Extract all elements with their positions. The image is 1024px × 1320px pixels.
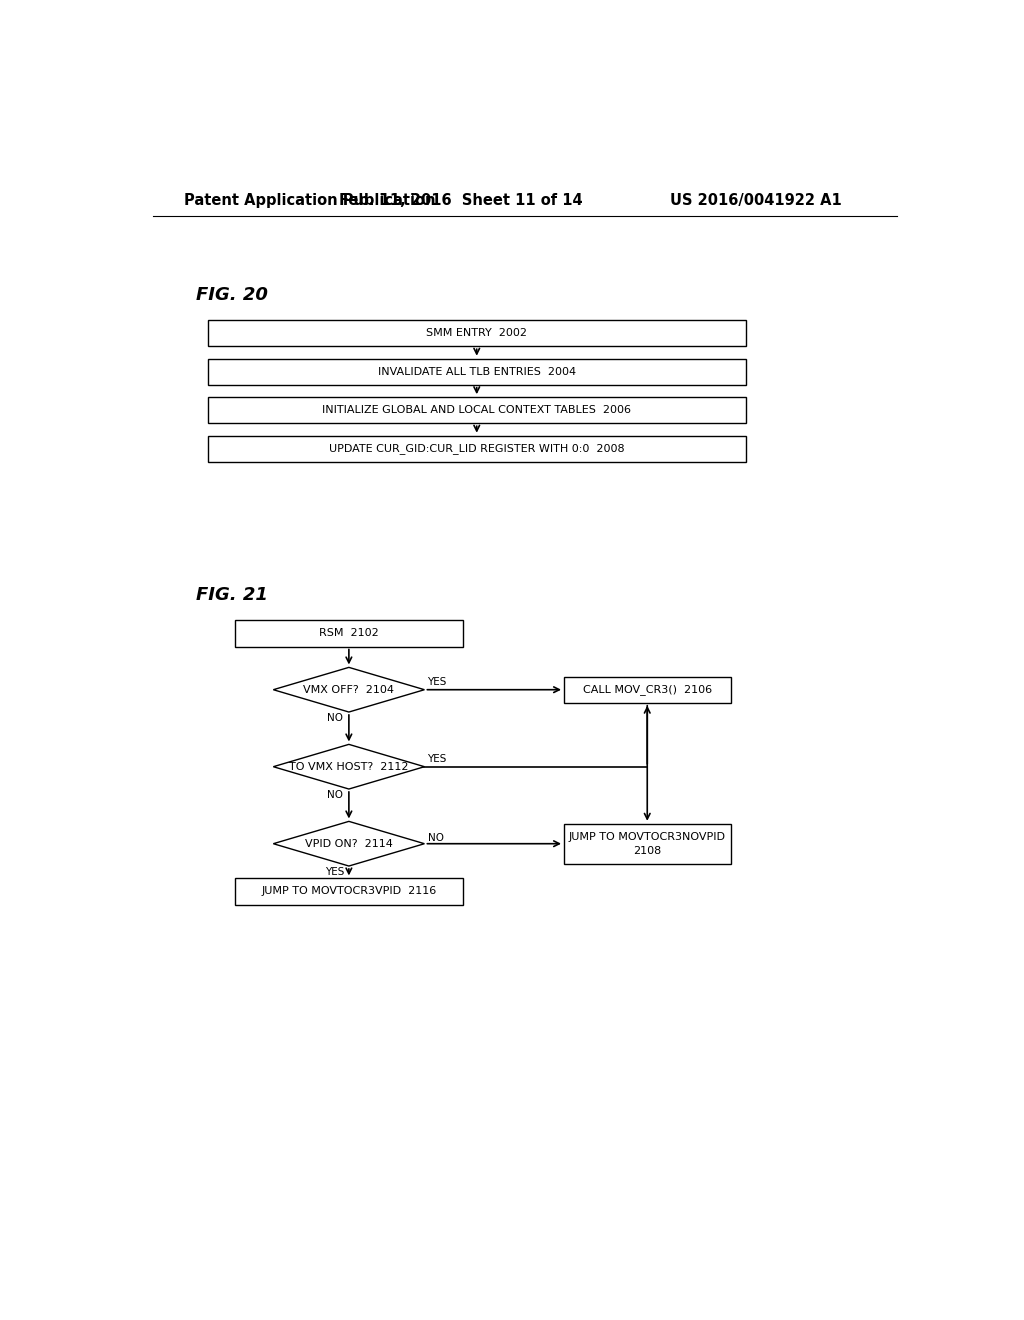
Polygon shape — [273, 668, 424, 711]
Text: NO: NO — [327, 791, 343, 800]
Text: INITIALIZE GLOBAL AND LOCAL CONTEXT TABLES  2006: INITIALIZE GLOBAL AND LOCAL CONTEXT TABL… — [323, 405, 631, 416]
Text: VMX OFF?  2104: VMX OFF? 2104 — [303, 685, 394, 694]
Text: FIG. 20: FIG. 20 — [197, 286, 268, 305]
Text: VPID ON?  2114: VPID ON? 2114 — [305, 838, 393, 849]
Text: NO: NO — [428, 833, 443, 842]
Text: Patent Application Publication: Patent Application Publication — [183, 193, 435, 209]
Text: YES: YES — [326, 867, 345, 878]
Text: US 2016/0041922 A1: US 2016/0041922 A1 — [671, 193, 843, 209]
Polygon shape — [273, 821, 424, 866]
Bar — [234, 878, 463, 904]
Text: UPDATE CUR_GID:CUR_LID REGISTER WITH 0:0  2008: UPDATE CUR_GID:CUR_LID REGISTER WITH 0:0… — [329, 444, 625, 454]
Text: TO VMX HOST?  2112: TO VMX HOST? 2112 — [289, 762, 409, 772]
Polygon shape — [273, 744, 424, 789]
Bar — [208, 436, 745, 462]
Bar — [234, 620, 463, 647]
Text: JUMP TO MOVTOCR3VPID  2116: JUMP TO MOVTOCR3VPID 2116 — [261, 887, 436, 896]
Bar — [208, 359, 745, 385]
Bar — [208, 397, 745, 424]
Text: YES: YES — [428, 677, 446, 686]
Bar — [564, 677, 730, 702]
Text: Feb. 11, 2016  Sheet 11 of 14: Feb. 11, 2016 Sheet 11 of 14 — [339, 193, 583, 209]
Text: NO: NO — [327, 713, 343, 723]
Bar — [208, 321, 745, 346]
Text: 2108: 2108 — [633, 846, 662, 857]
Bar — [564, 824, 730, 863]
Text: INVALIDATE ALL TLB ENTRIES  2004: INVALIDATE ALL TLB ENTRIES 2004 — [378, 367, 575, 376]
Text: JUMP TO MOVTOCR3NOVPID: JUMP TO MOVTOCR3NOVPID — [568, 832, 726, 842]
Text: YES: YES — [428, 754, 446, 764]
Text: RSM  2102: RSM 2102 — [319, 628, 379, 639]
Text: FIG. 21: FIG. 21 — [197, 586, 268, 605]
Text: CALL MOV_CR3()  2106: CALL MOV_CR3() 2106 — [583, 684, 712, 696]
Text: SMM ENTRY  2002: SMM ENTRY 2002 — [426, 329, 527, 338]
